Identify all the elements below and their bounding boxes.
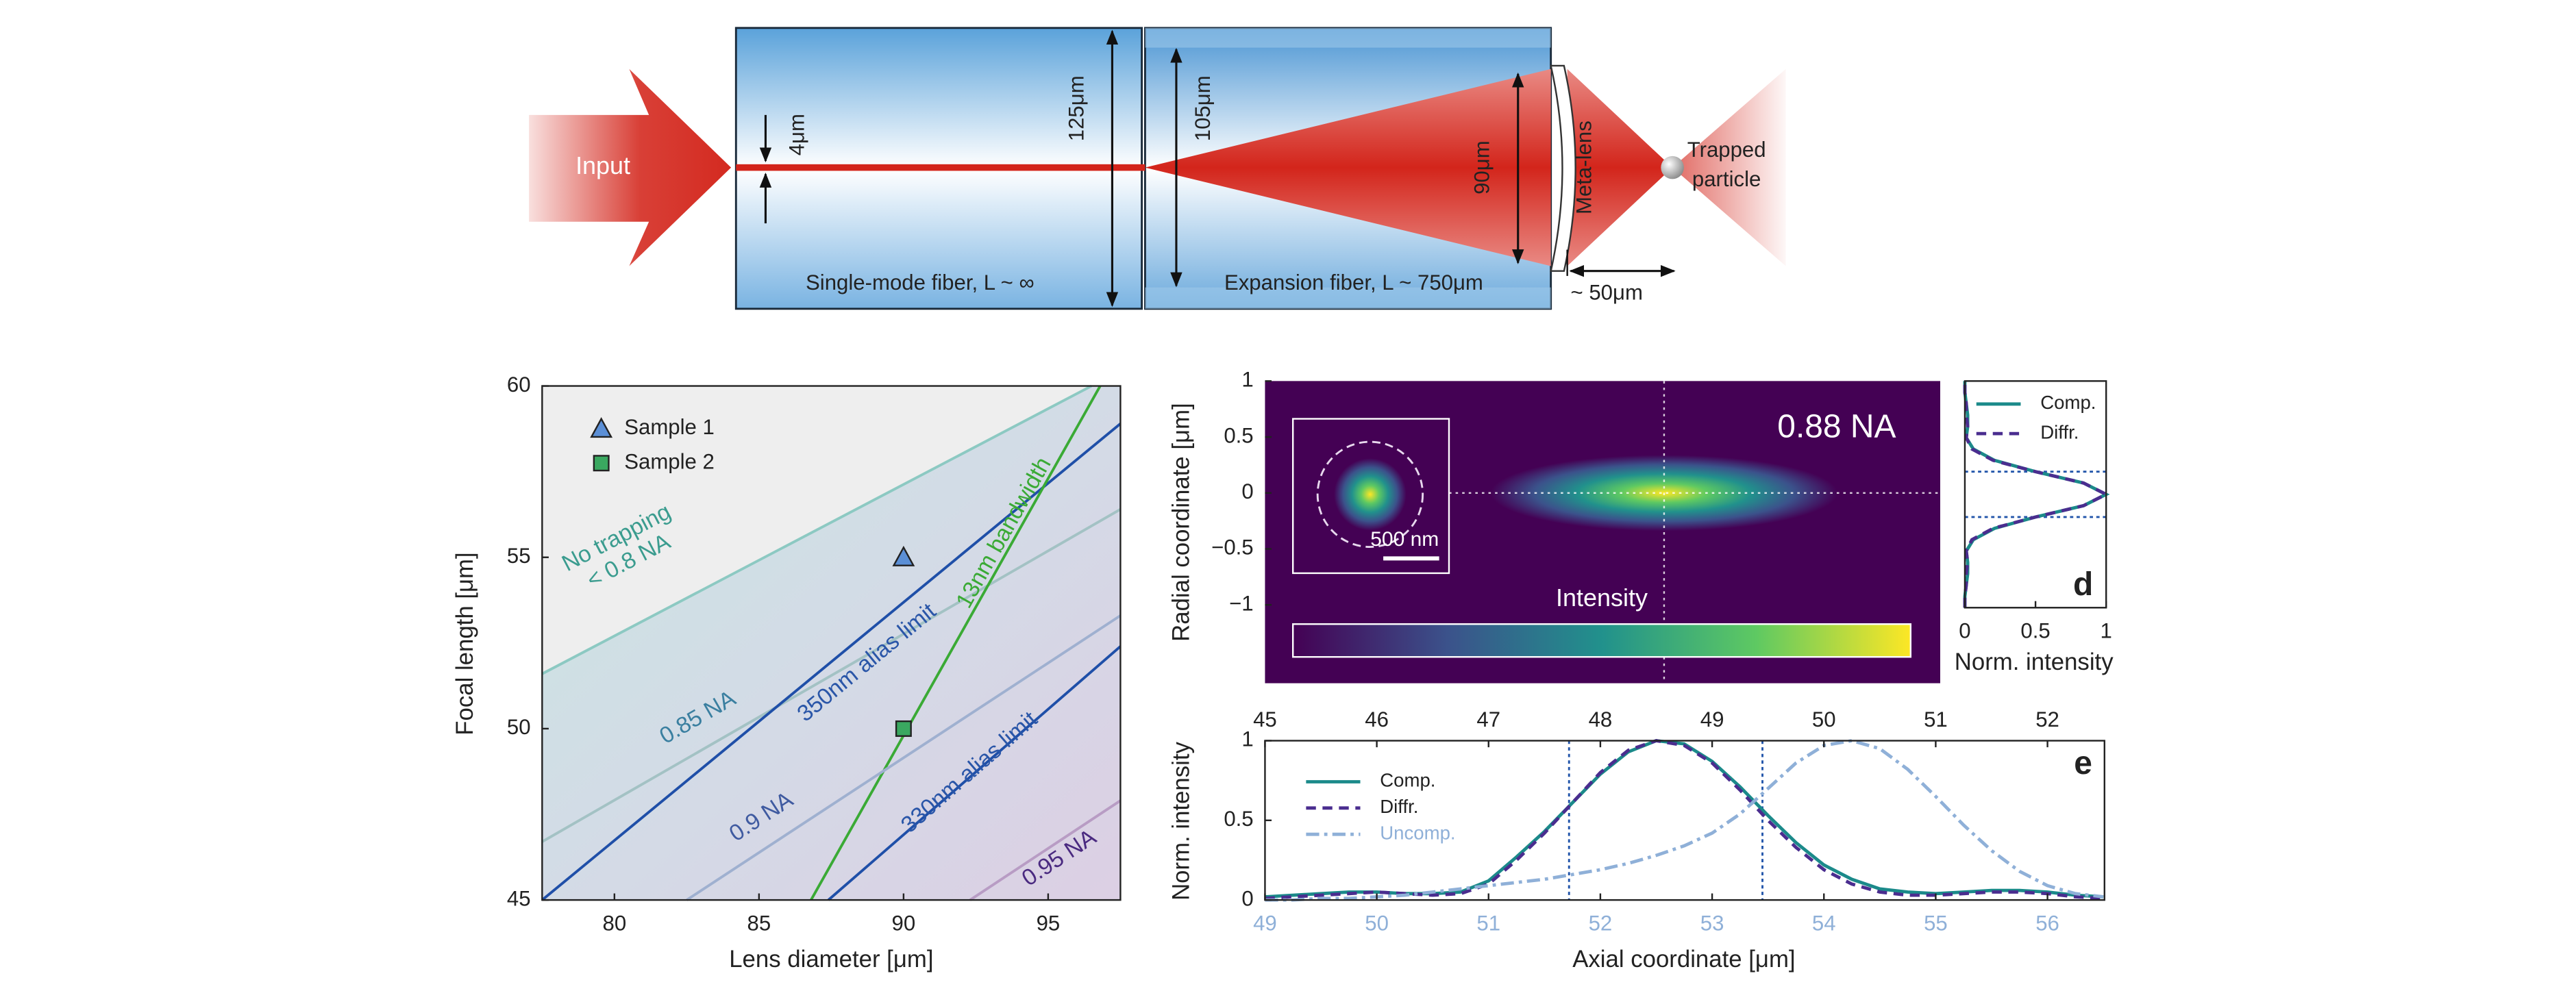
y-tick-label: 0	[1241, 479, 1253, 503]
particle-label: Trapped	[1687, 138, 1766, 162]
x-tick-label: 46	[1365, 707, 1389, 731]
distance-label: ~ 50μm	[1570, 281, 1642, 305]
x-tick-label: 48	[1589, 707, 1613, 731]
legend-marker	[593, 455, 610, 472]
y-tick-label: 60	[507, 373, 531, 397]
cladding-label: 125μm	[1064, 75, 1088, 141]
beam-label: 90μm	[1470, 140, 1494, 195]
contour-line	[827, 645, 1122, 901]
colorbar-label: Intensity	[1556, 584, 1648, 612]
contour-line	[969, 799, 1122, 901]
x-tick-label: 49	[1253, 911, 1277, 935]
y-tick-label: 1	[1241, 368, 1253, 392]
expansion-label: 105μm	[1191, 75, 1215, 141]
x-tick-label: 0	[1959, 618, 1970, 642]
x-tick-label: 1	[2101, 618, 2112, 642]
y-tick-label: 45	[507, 886, 531, 910]
legend-label: Sample 2	[624, 449, 715, 473]
y-tick-label: −0.5	[1211, 536, 1254, 560]
diverging-beam	[1672, 68, 1786, 266]
expanding-beam	[1145, 68, 1551, 266]
contour-line	[541, 508, 1122, 843]
contour-line	[686, 614, 1122, 901]
y-tick-label: 50	[507, 715, 531, 739]
cladding-band	[1145, 287, 1551, 309]
legend-label: Diffr.	[1380, 796, 1418, 817]
exf-label: Expansion fiber, L ~ 750μm	[1224, 271, 1483, 294]
x-tick-label: 51	[1476, 911, 1500, 935]
y-tick-label: 0	[1241, 886, 1253, 910]
legend-marker	[590, 417, 613, 438]
series-line	[1265, 739, 2104, 902]
input-arrow	[529, 68, 732, 266]
x-tick-label: 80	[603, 911, 627, 935]
y-tick-label: 0.5	[1224, 807, 1253, 831]
y-tick-label: −1	[1229, 591, 1254, 615]
trapped-particle	[1661, 155, 1684, 179]
plot-frame	[541, 385, 1122, 901]
x-tick-label: 53	[1700, 911, 1724, 935]
metalens-label: Meta-lens	[1572, 121, 1596, 214]
sample-marker	[895, 720, 912, 737]
x-tick-label: 54	[1812, 911, 1836, 935]
inset-label: 500 nm	[1370, 528, 1439, 551]
x-tick-label: 56	[2035, 911, 2059, 935]
particle-label: particle	[1692, 167, 1761, 191]
sample-marker	[892, 545, 915, 566]
x-tick-label: 51	[1924, 707, 1948, 731]
fiber-diagram: Input 4μm 125μm 105μm 90μm Meta-lens Tra…	[529, 27, 1786, 310]
input-label: Input	[575, 151, 630, 179]
inset-spot	[1334, 458, 1407, 531]
x-tick-label: 90	[892, 911, 916, 935]
y-tick-label: 0.5	[1224, 423, 1253, 447]
panel-label: e	[2074, 745, 2092, 781]
heatmap-annotation: 0.88 NA	[1777, 409, 1896, 445]
x-tick-label: 50	[1812, 707, 1836, 731]
contour-line	[541, 423, 1122, 901]
contour-line	[541, 384, 1093, 675]
x-axis-label: Norm. intensity	[1955, 649, 2114, 675]
inset-ring	[1316, 440, 1424, 548]
x-tick-label: 50	[1365, 911, 1389, 935]
meta-lens	[1550, 64, 1576, 272]
y-tick-label: 55	[507, 544, 531, 568]
x-tick-label: 52	[1589, 911, 1613, 935]
legend-label: Sample 1	[624, 415, 715, 439]
series-line	[1963, 381, 2110, 608]
legend-label: Comp.	[2040, 392, 2096, 413]
x-tick-label: 95	[1037, 911, 1061, 935]
colorbar	[1291, 623, 1912, 658]
x-tick-label: 52	[2035, 707, 2059, 731]
panel-label: d	[2073, 566, 2093, 603]
y-axis-label: Focal length [μm]	[452, 552, 478, 735]
x-tick-label: 0.5	[2020, 618, 2050, 642]
smf-label: Single-mode fiber, L ~ ∞	[806, 271, 1035, 294]
focused-beam	[1567, 68, 1673, 266]
plot-area	[1964, 381, 2107, 608]
legend-label: Uncomp.	[1380, 822, 1455, 843]
contour-line	[810, 385, 1102, 901]
x-axis-label: Axial coordinate [μm]	[1572, 946, 1795, 973]
legend-label: Diffr.	[2040, 421, 2079, 442]
x-tick-label: 47	[1476, 707, 1500, 731]
x-tick-label: 85	[747, 911, 771, 935]
legend-label: Comp.	[1380, 770, 1435, 791]
x-axis-label: Lens diameter [μm]	[729, 946, 933, 973]
inset-frame	[1291, 418, 1450, 575]
x-tick-label: 55	[1924, 911, 1948, 935]
plot-area	[1265, 740, 2105, 901]
fiber-core	[736, 164, 1145, 171]
y-axis-label: Radial coordinate [μm]	[1169, 403, 1195, 642]
x-tick-label: 45	[1253, 707, 1277, 731]
y-axis-label: Norm. intensity	[1169, 741, 1195, 900]
cladding-band	[1145, 27, 1551, 48]
y-tick-label: 1	[1241, 727, 1253, 751]
x-tick-label: 49	[1700, 707, 1724, 731]
core-label: 4μm	[785, 114, 809, 155]
